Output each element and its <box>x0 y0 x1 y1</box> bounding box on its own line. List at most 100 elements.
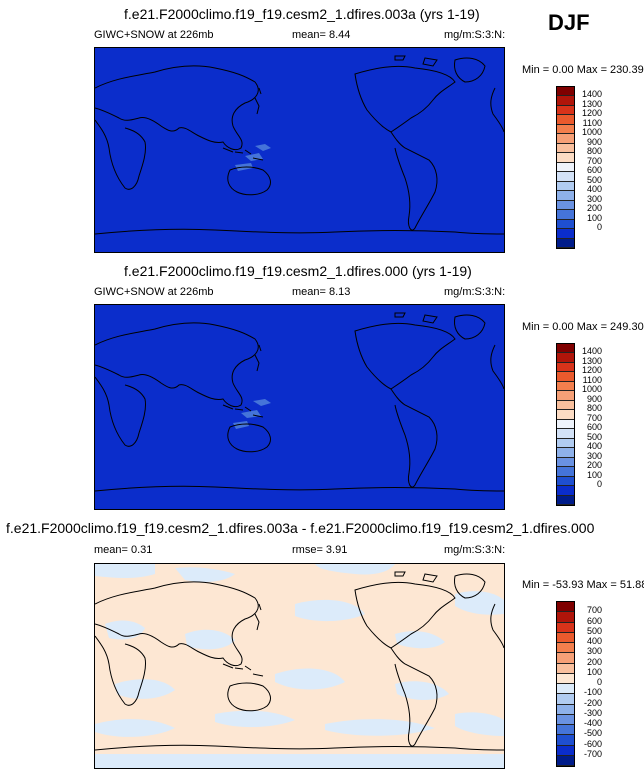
colorbar-swatch <box>557 467 574 477</box>
colorbar-label: 400 <box>586 636 602 646</box>
panel1-variable-label: GIWC+SNOW at 226mb <box>94 29 214 41</box>
colorbar-label: 1200 <box>581 108 602 119</box>
colorbar-label: 1400 <box>581 89 602 100</box>
colorbar-label: -200 <box>583 697 602 708</box>
colorbar-swatch <box>557 643 574 654</box>
colorbar-label: 400 <box>586 184 602 195</box>
colorbar-swatch <box>557 684 574 695</box>
colorbar-swatch <box>557 632 574 643</box>
colorbar-label: -500 <box>583 728 602 739</box>
colorbar-swatch <box>557 191 574 201</box>
colorbar-label: 600 <box>586 422 602 433</box>
colorbar-swatch <box>557 143 574 154</box>
colorbar-label: 100 <box>586 666 602 677</box>
colorbar-swatch <box>557 134 574 144</box>
colorbar-label: 1000 <box>581 127 602 138</box>
panel2-cloud-patches <box>233 399 271 429</box>
panel3-units-label: mg/m:S:3:N: <box>444 544 506 556</box>
panel1-units-label: mg/m:S:3:N: <box>444 29 506 41</box>
colorbar-swatch <box>557 115 574 125</box>
colorbar-label: 1400 <box>581 346 602 357</box>
colorbar-label: 0 <box>596 479 602 490</box>
panel2-map-svg <box>95 305 504 509</box>
colorbar-swatch <box>557 622 574 633</box>
colorbar-swatch <box>557 755 574 766</box>
panel1-mean-label: mean= 8.44 <box>292 29 351 41</box>
panel1-colorbar <box>556 86 575 249</box>
panel1-cloud-patches <box>235 144 271 171</box>
colorbar-label: 900 <box>586 136 602 147</box>
colorbar-swatch <box>557 210 574 220</box>
colorbar-label: 400 <box>586 441 602 452</box>
panel2-colorbar <box>556 343 575 506</box>
colorbar-label: 1000 <box>581 384 602 395</box>
colorbar-swatch <box>557 87 574 97</box>
panel1-minmax: Min = 0.00 Max = 230.39 <box>522 64 644 76</box>
colorbar-label: 700 <box>586 605 602 616</box>
colorbar-swatch <box>557 372 574 382</box>
colorbar-label: -700 <box>583 748 602 759</box>
colorbar-swatch <box>557 612 574 623</box>
colorbar-label: 300 <box>586 193 602 204</box>
panel2-map-field <box>95 305 504 509</box>
colorbar-swatch <box>557 602 574 613</box>
colorbar-swatch <box>557 181 574 192</box>
colorbar-label: 0 <box>596 222 602 233</box>
colorbar-swatch <box>557 219 574 230</box>
colorbar-swatch <box>557 344 574 354</box>
panel1-map-field <box>95 48 504 252</box>
colorbar-swatch <box>557 238 574 248</box>
panel3-coastlines <box>95 571 504 751</box>
colorbar-swatch <box>557 362 574 373</box>
colorbar-swatch <box>557 200 574 211</box>
colorbar-swatch <box>557 438 574 449</box>
colorbar-label: 200 <box>586 203 602 214</box>
colorbar-label: 700 <box>586 155 602 166</box>
colorbar-swatch <box>557 96 574 106</box>
panel1-map-svg <box>95 48 504 252</box>
colorbar-swatch <box>557 673 574 684</box>
colorbar-swatch <box>557 476 574 487</box>
colorbar-swatch <box>557 419 574 430</box>
colorbar-label: 500 <box>586 431 602 442</box>
colorbar-swatch <box>557 653 574 664</box>
colorbar-swatch <box>557 229 574 239</box>
colorbar-swatch <box>557 448 574 458</box>
panel3-title: f.e21.F2000climo.f19_f19.cesm2_1.dfires.… <box>6 520 595 536</box>
panel2-mean-label: mean= 8.13 <box>292 286 351 298</box>
colorbar-label: -600 <box>583 738 602 749</box>
colorbar-swatch <box>557 124 574 135</box>
colorbar-label: 1300 <box>581 98 602 109</box>
colorbar-swatch <box>557 457 574 468</box>
colorbar-label: 500 <box>586 174 602 185</box>
colorbar-label: 300 <box>586 646 602 657</box>
colorbar-swatch <box>557 391 574 401</box>
colorbar-swatch <box>557 429 574 439</box>
colorbar-swatch <box>557 495 574 505</box>
panel3-map-field <box>95 564 504 768</box>
panel2-map <box>94 304 505 510</box>
panel2-minmax: Min = 0.00 Max = 249.30 <box>522 321 644 333</box>
colorbar-label: 800 <box>586 403 602 414</box>
panel2-variable-label: GIWC+SNOW at 226mb <box>94 286 214 298</box>
colorbar-label: 900 <box>586 393 602 404</box>
colorbar-swatch <box>557 725 574 736</box>
colorbar-label: -100 <box>583 687 602 698</box>
colorbar-label: 600 <box>586 165 602 176</box>
colorbar-swatch <box>557 704 574 715</box>
colorbar-label: 1200 <box>581 365 602 376</box>
colorbar-swatch <box>557 105 574 116</box>
colorbar-label: -300 <box>583 707 602 718</box>
panel1-title: f.e21.F2000climo.f19_f19.cesm2_1.dfires.… <box>124 6 480 22</box>
panel3-mean-label: mean= 0.31 <box>94 544 153 556</box>
colorbar-label: 200 <box>586 656 602 667</box>
colorbar-label: 0 <box>596 677 602 687</box>
colorbar-swatch <box>557 153 574 163</box>
colorbar-swatch <box>557 714 574 725</box>
colorbar-label: -400 <box>583 718 602 728</box>
colorbar-label: 1300 <box>581 355 602 366</box>
colorbar-swatch <box>557 694 574 705</box>
colorbar-swatch <box>557 353 574 363</box>
panel2-units-label: mg/m:S:3:N: <box>444 286 506 298</box>
colorbar-label: 100 <box>586 469 602 480</box>
